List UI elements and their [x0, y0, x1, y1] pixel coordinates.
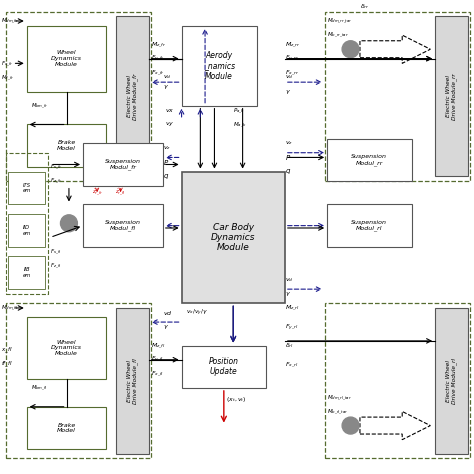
FancyBboxPatch shape	[435, 16, 468, 176]
Text: $F_{y\_fl}$: $F_{y\_fl}$	[151, 355, 164, 365]
Text: $M_{b\_rr\_tar}$: $M_{b\_rr\_tar}$	[327, 31, 349, 39]
Text: Position
Update: Position Update	[209, 357, 239, 376]
Text: $\gamma$: $\gamma$	[163, 323, 169, 331]
Text: $F_{s\_fl}$: $F_{s\_fl}$	[50, 247, 62, 256]
Text: $M_{z\_rr}$: $M_{z\_rr}$	[285, 40, 301, 49]
Polygon shape	[360, 35, 430, 64]
Text: $F_{y\_fr}$: $F_{y\_fr}$	[151, 54, 165, 64]
Text: Electric Wheel
Drive Module_fl: Electric Wheel Drive Module_fl	[127, 358, 138, 404]
Text: ITS
em: ITS em	[22, 182, 31, 193]
Text: Brake
Model: Brake Model	[57, 140, 76, 151]
FancyBboxPatch shape	[327, 138, 411, 181]
Text: $x\_fl$: $x\_fl$	[1, 346, 12, 355]
Text: $P$: $P$	[163, 158, 169, 167]
FancyBboxPatch shape	[27, 125, 107, 167]
Text: $\delta_{rl}$: $\delta_{rl}$	[285, 341, 294, 350]
FancyBboxPatch shape	[83, 204, 163, 247]
Text: $M_{bm\_fr}$: $M_{bm\_fr}$	[31, 101, 49, 110]
FancyBboxPatch shape	[27, 407, 107, 449]
Text: $P$: $P$	[285, 153, 291, 162]
FancyBboxPatch shape	[116, 16, 149, 176]
Text: $vd$: $vd$	[163, 309, 173, 317]
Circle shape	[61, 215, 77, 232]
FancyBboxPatch shape	[8, 172, 46, 204]
Text: $F_{x\_fl}$: $F_{x\_fl}$	[151, 369, 164, 378]
Text: $F_{y\_rr}$: $F_{y\_rr}$	[285, 54, 299, 64]
Text: $v_z$: $v_z$	[285, 139, 293, 147]
Text: $F_{y\_rl}$: $F_{y\_rl}$	[285, 322, 298, 331]
Text: $F_{z\_fr}$: $F_{z\_fr}$	[50, 177, 63, 185]
Text: $M_{dm\_fr}$: $M_{dm\_fr}$	[1, 17, 19, 26]
Text: $vy$: $vy$	[165, 120, 174, 128]
Text: $F_{x\_rr}$: $F_{x\_rr}$	[285, 68, 299, 77]
Text: IIB
em: IIB em	[22, 267, 31, 278]
Text: $M_{f\_fr}$: $M_{f\_fr}$	[1, 73, 14, 82]
Text: $\delta_{rr}$: $\delta_{rr}$	[360, 2, 370, 11]
Text: Suspension
Modul_rr: Suspension Modul_rr	[351, 154, 387, 165]
Text: Car Body
Dynamics
Module: Car Body Dynamics Module	[211, 222, 255, 252]
Polygon shape	[360, 411, 430, 440]
Text: $v_z$: $v_z$	[163, 144, 171, 152]
FancyBboxPatch shape	[327, 204, 411, 247]
Text: $M_{dm\_fl}$: $M_{dm\_fl}$	[1, 303, 18, 312]
Text: $M_{z\_fl}$: $M_{z\_fl}$	[151, 341, 166, 350]
Text: Suspension
Modul_rl: Suspension Modul_rl	[351, 220, 387, 231]
Text: $q$: $q$	[163, 172, 169, 181]
Text: Electric Wheel
Drive Module_rr: Electric Wheel Drive Module_rr	[446, 73, 457, 119]
Text: $v_d$: $v_d$	[163, 73, 171, 82]
Text: $M_{bm\_fl}$: $M_{bm\_fl}$	[31, 383, 48, 392]
Text: $\gamma$: $\gamma$	[163, 83, 169, 91]
FancyBboxPatch shape	[182, 26, 257, 106]
Text: $F_{x\_fr}$: $F_{x\_fr}$	[1, 59, 13, 68]
Text: Suspension
Modul_fl: Suspension Modul_fl	[105, 220, 141, 231]
FancyBboxPatch shape	[182, 172, 285, 303]
Text: $\gamma$: $\gamma$	[285, 88, 291, 96]
Text: Electric Wheel
Drive Module_rl: Electric Wheel Drive Module_rl	[446, 358, 457, 404]
Text: $q$: $q$	[285, 167, 291, 176]
Text: Wheel
Dynamics
Module: Wheel Dynamics Module	[51, 340, 82, 356]
Text: $ff\_fl$: $ff\_fl$	[1, 360, 13, 369]
Text: $P_{a\_k}$: $P_{a\_k}$	[233, 106, 245, 115]
Text: IID
em: IID em	[22, 225, 31, 236]
FancyBboxPatch shape	[27, 318, 107, 379]
Text: Suspension
Modul_fr: Suspension Modul_fr	[105, 159, 141, 170]
Text: Brake
Model: Brake Model	[57, 422, 76, 433]
Text: $M_{z\_fr}$: $M_{z\_fr}$	[151, 40, 166, 49]
Text: $\gamma$: $\gamma$	[285, 290, 291, 298]
FancyBboxPatch shape	[116, 308, 149, 454]
Text: Aerody
_namics
Module: Aerody _namics Module	[203, 51, 235, 81]
Text: $M_{z\_rl}$: $M_{z\_rl}$	[285, 303, 300, 312]
Text: $M_{a\_k}$: $M_{a\_k}$	[233, 120, 246, 129]
FancyBboxPatch shape	[435, 308, 468, 454]
Text: $M_{dm\_rr\_tar}$: $M_{dm\_rr\_tar}$	[327, 17, 353, 26]
Text: $(x_t, v_t)$: $(x_t, v_t)$	[226, 395, 247, 404]
Text: $vx$: $vx$	[165, 107, 174, 114]
Text: $v_x/v_y/ \gamma$: $v_x/v_y/ \gamma$	[186, 308, 208, 318]
Text: Wheel
Dynamics
Module: Wheel Dynamics Module	[51, 50, 82, 67]
Text: $v_d$: $v_d$	[285, 276, 293, 283]
Text: Electric Wheel
Drive Module_fr: Electric Wheel Drive Module_fr	[127, 73, 138, 119]
FancyBboxPatch shape	[8, 256, 46, 289]
Text: $M_{dm\_rl\_tar}$: $M_{dm\_rl\_tar}$	[327, 393, 352, 402]
Text: $F_{z\_fl}$: $F_{z\_fl}$	[50, 261, 62, 270]
Circle shape	[342, 417, 359, 434]
FancyBboxPatch shape	[27, 26, 107, 91]
FancyBboxPatch shape	[83, 143, 163, 186]
FancyBboxPatch shape	[8, 214, 46, 247]
Text: $\dot{z}_{r\_fl}$: $\dot{z}_{r\_fl}$	[115, 188, 126, 197]
Text: $v_d$: $v_d$	[285, 73, 293, 82]
Circle shape	[342, 41, 359, 58]
Text: $F_{x\_fr}$: $F_{x\_fr}$	[151, 68, 165, 77]
FancyBboxPatch shape	[182, 346, 266, 388]
Text: $F_{x\_rl}$: $F_{x\_rl}$	[285, 360, 298, 369]
Text: $\dot{z}_{r\_fr}$: $\dot{z}_{r\_fr}$	[91, 188, 103, 197]
Text: $M_{b\_rl\_tar}$: $M_{b\_rl\_tar}$	[327, 407, 348, 416]
Text: $F_{s\_fr}$: $F_{s\_fr}$	[50, 163, 63, 171]
